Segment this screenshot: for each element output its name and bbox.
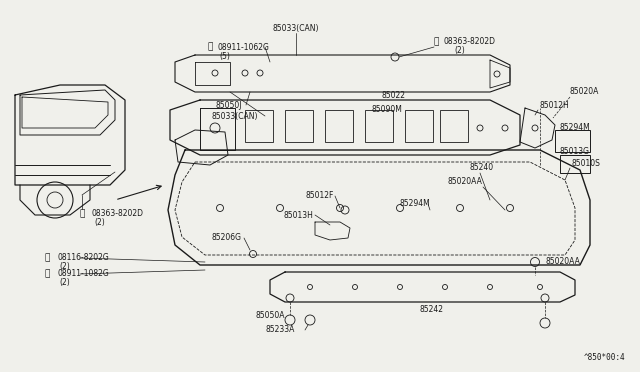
- Text: 85013G: 85013G: [560, 148, 590, 157]
- Text: 85020AA: 85020AA: [545, 257, 580, 266]
- Text: (2): (2): [95, 218, 106, 227]
- Text: 08116-8202G: 08116-8202G: [57, 253, 109, 263]
- Text: Ⓑ: Ⓑ: [44, 253, 50, 263]
- Text: 85012H: 85012H: [540, 102, 570, 110]
- Text: 85090M: 85090M: [372, 106, 403, 115]
- Text: (2): (2): [60, 278, 70, 286]
- Text: 85010S: 85010S: [572, 158, 601, 167]
- Text: 85020A: 85020A: [570, 87, 600, 96]
- Text: 85294M: 85294M: [560, 124, 591, 132]
- Text: 85020AA: 85020AA: [447, 177, 482, 186]
- Text: 85294M: 85294M: [400, 199, 431, 208]
- Text: 08363-8202D: 08363-8202D: [444, 38, 496, 46]
- Text: 85022: 85022: [382, 92, 406, 100]
- Text: 85242: 85242: [420, 305, 444, 314]
- Text: 85240: 85240: [470, 164, 494, 173]
- Text: (2): (2): [60, 262, 70, 270]
- Text: 85206G: 85206G: [212, 234, 242, 243]
- Text: 08911-1062G: 08911-1062G: [218, 42, 270, 51]
- Text: 85012F: 85012F: [305, 192, 333, 201]
- Bar: [560, 155, 590, 173]
- Text: (5): (5): [220, 51, 230, 61]
- Text: 08911-1082G: 08911-1082G: [57, 269, 109, 279]
- Text: 85013H: 85013H: [284, 211, 314, 219]
- Bar: [365, 110, 393, 142]
- Text: 85033(CAN): 85033(CAN): [273, 23, 319, 32]
- Text: Ⓢ: Ⓢ: [79, 209, 84, 218]
- Bar: [325, 110, 353, 142]
- Text: Ⓝ: Ⓝ: [44, 269, 50, 279]
- Text: 85033(CAN): 85033(CAN): [211, 112, 257, 121]
- Text: (2): (2): [454, 46, 465, 55]
- Bar: [555, 130, 590, 152]
- Text: Ⓝ: Ⓝ: [208, 42, 213, 51]
- Bar: [440, 110, 468, 142]
- Bar: [285, 110, 313, 142]
- Bar: [405, 110, 433, 142]
- Text: 08363-8202D: 08363-8202D: [92, 209, 144, 218]
- Text: 85050J: 85050J: [216, 100, 243, 109]
- Text: ^850*00:4: ^850*00:4: [584, 353, 625, 362]
- Bar: [245, 110, 273, 142]
- Text: 85050A: 85050A: [255, 311, 285, 321]
- Text: Ⓢ: Ⓢ: [434, 38, 440, 46]
- Text: 85233A: 85233A: [265, 326, 294, 334]
